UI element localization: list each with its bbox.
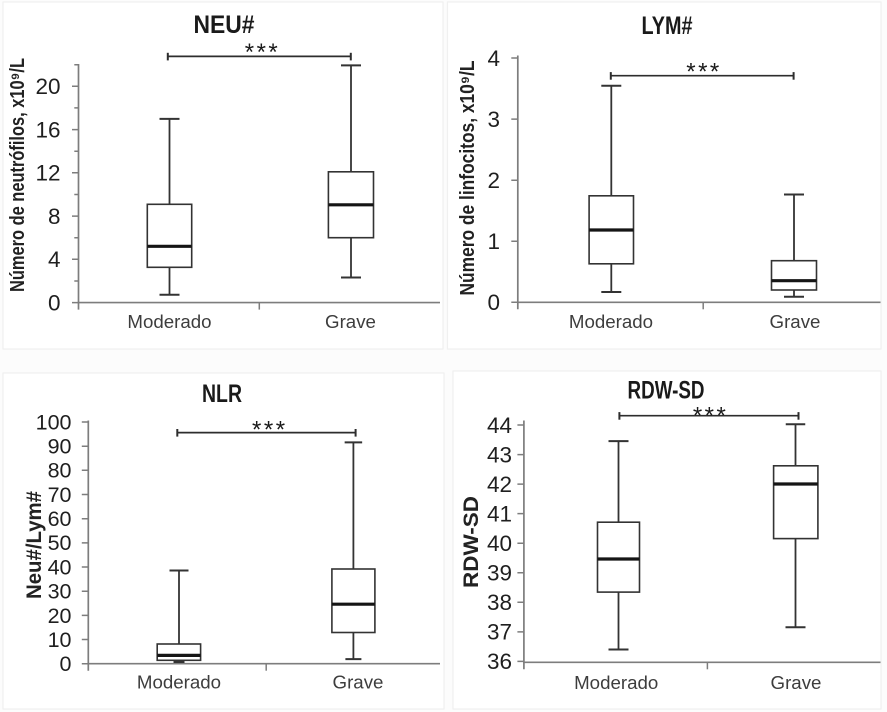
svg-text:40: 40	[487, 531, 512, 556]
svg-text:90: 90	[48, 435, 72, 459]
svg-text:20: 20	[35, 74, 60, 99]
svg-text:Moderado: Moderado	[137, 672, 221, 693]
svg-text:***: ***	[245, 39, 281, 66]
svg-text:40: 40	[48, 555, 72, 579]
svg-text:8: 8	[48, 204, 61, 229]
svg-text:42: 42	[487, 472, 512, 497]
svg-text:RDW-SD: RDW-SD	[628, 377, 705, 405]
svg-text:1: 1	[487, 229, 500, 254]
svg-text:12: 12	[35, 161, 60, 186]
svg-text:4: 4	[48, 247, 61, 272]
svg-text:70: 70	[48, 483, 72, 507]
svg-text:50: 50	[48, 531, 72, 555]
svg-text:Grave: Grave	[771, 672, 822, 693]
svg-text:Moderado: Moderado	[569, 311, 653, 332]
svg-text:80: 80	[48, 459, 72, 483]
svg-text:16: 16	[35, 117, 60, 142]
svg-text:LYM#: LYM#	[642, 12, 693, 40]
svg-text:Moderado: Moderado	[574, 672, 658, 693]
svg-text:39: 39	[487, 561, 512, 586]
svg-text:20: 20	[48, 604, 72, 628]
svg-text:***: ***	[686, 59, 722, 86]
svg-text:Número de linfocitos, x10⁹/L: Número de linfocitos, x10⁹/L	[456, 60, 479, 295]
svg-text:***: ***	[693, 403, 729, 430]
svg-text:2: 2	[487, 168, 500, 193]
svg-text:38: 38	[487, 590, 512, 615]
svg-text:100: 100	[36, 410, 72, 434]
svg-text:0: 0	[487, 290, 500, 315]
svg-text:3: 3	[487, 107, 500, 132]
svg-text:10: 10	[48, 628, 72, 652]
svg-text:30: 30	[48, 580, 72, 604]
svg-text:37: 37	[487, 620, 512, 645]
svg-text:4: 4	[487, 46, 500, 71]
svg-text:RDW-SD: RDW-SD	[459, 496, 483, 588]
svg-text:44: 44	[487, 413, 512, 438]
svg-text:Grave: Grave	[325, 311, 376, 332]
svg-text:Neu#/Lym#: Neu#/Lym#	[22, 491, 46, 599]
svg-text:36: 36	[487, 649, 512, 674]
svg-text:0: 0	[60, 652, 72, 676]
svg-text:0: 0	[48, 290, 61, 315]
svg-text:43: 43	[487, 442, 512, 467]
svg-text:60: 60	[48, 507, 72, 531]
svg-text:NLR: NLR	[202, 380, 242, 408]
svg-text:Número de neutrófilos, x10⁹/L: Número de neutrófilos, x10⁹/L	[6, 58, 29, 292]
svg-text:Grave: Grave	[770, 311, 821, 332]
svg-text:Grave: Grave	[333, 672, 384, 693]
svg-text:Moderado: Moderado	[127, 311, 211, 332]
svg-text:***: ***	[252, 417, 288, 444]
svg-text:41: 41	[487, 501, 512, 526]
svg-text:NEU#: NEU#	[194, 11, 255, 39]
